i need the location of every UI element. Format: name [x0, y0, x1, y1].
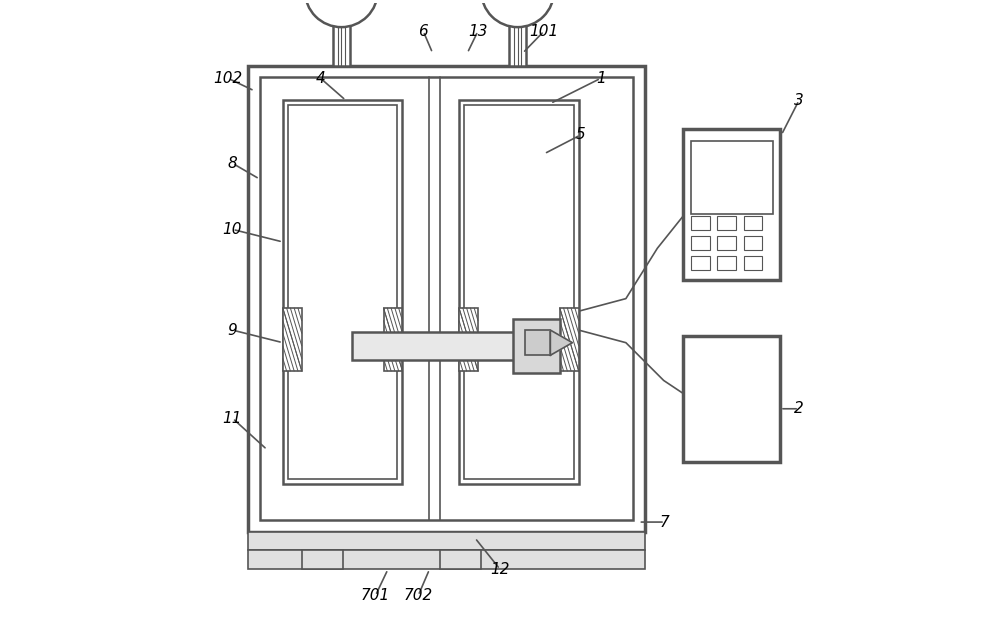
Bar [744, 236, 762, 250]
Text: 1: 1 [596, 71, 606, 86]
Bar [525, 330, 550, 355]
Text: 5: 5 [576, 128, 585, 142]
Bar [459, 308, 478, 371]
Text: 12: 12 [490, 562, 510, 577]
Bar [717, 216, 736, 230]
Text: 701: 701 [361, 588, 390, 603]
Bar [509, 22, 526, 65]
Text: 4: 4 [316, 71, 325, 86]
Bar [459, 100, 579, 485]
Bar [248, 551, 645, 570]
Bar [260, 77, 633, 520]
Bar [717, 257, 736, 271]
Bar [691, 257, 710, 271]
Bar [560, 308, 579, 371]
Bar [440, 551, 481, 570]
Circle shape [481, 0, 554, 27]
Text: 7: 7 [660, 514, 670, 530]
Text: 11: 11 [223, 411, 242, 425]
Text: 13: 13 [468, 23, 488, 39]
Bar [744, 257, 762, 271]
Bar [248, 65, 645, 531]
Text: 10: 10 [223, 222, 242, 237]
Bar [352, 331, 522, 360]
Bar [691, 236, 710, 250]
Bar [464, 105, 574, 479]
Bar [513, 319, 560, 373]
Text: 101: 101 [529, 23, 559, 39]
Text: 3: 3 [794, 93, 804, 108]
Text: 102: 102 [213, 71, 243, 86]
Bar [333, 22, 350, 65]
Text: 8: 8 [228, 156, 237, 171]
Bar [283, 100, 402, 485]
Bar [288, 105, 397, 479]
Bar [384, 308, 402, 371]
Bar [683, 337, 780, 462]
Text: 702: 702 [404, 588, 433, 603]
Bar [683, 129, 780, 280]
Bar [302, 551, 343, 570]
Text: 6: 6 [418, 23, 428, 39]
Polygon shape [550, 330, 572, 355]
Circle shape [305, 0, 378, 27]
Bar [744, 216, 762, 230]
Bar [691, 141, 773, 213]
Text: 2: 2 [794, 401, 804, 417]
Bar [283, 308, 302, 371]
Bar [717, 236, 736, 250]
Text: 9: 9 [228, 323, 237, 338]
Bar [248, 531, 645, 551]
Bar [691, 216, 710, 230]
